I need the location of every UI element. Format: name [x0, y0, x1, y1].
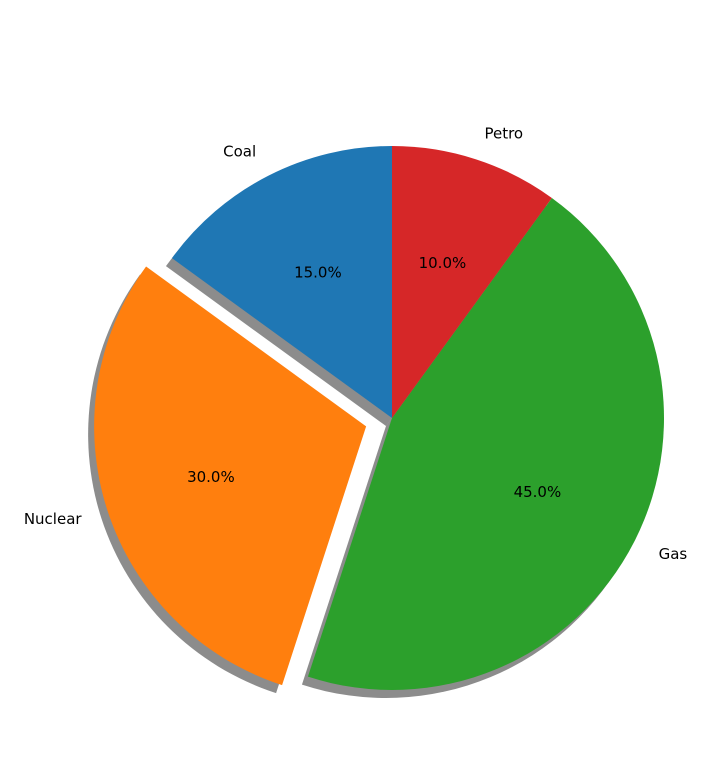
pie-label-layer: 15.0% Coal 30.0% Nuclear 45.0% Gas 10.0% Petro: [24, 124, 688, 562]
pie-pct-label-petro: 10.0%: [419, 254, 467, 272]
pie-category-label-gas: Gas: [659, 545, 688, 563]
pie-category-label-petro: Petro: [484, 124, 523, 142]
pie-category-label-nuclear: Nuclear: [24, 510, 83, 528]
pie-slice-gas: [307, 197, 665, 690]
pie-slice-coal: [171, 146, 392, 418]
pie-category-label-coal: Coal: [223, 142, 256, 160]
pie-slice-nuclear: [94, 266, 367, 686]
pie-slice-petro: [392, 146, 552, 418]
pie-pct-label-nuclear: 30.0%: [187, 468, 235, 486]
pie-pct-label-gas: 45.0%: [514, 483, 562, 501]
pie-pct-label-coal: 15.0%: [294, 264, 342, 282]
pie-wedge-layer: [94, 146, 665, 690]
